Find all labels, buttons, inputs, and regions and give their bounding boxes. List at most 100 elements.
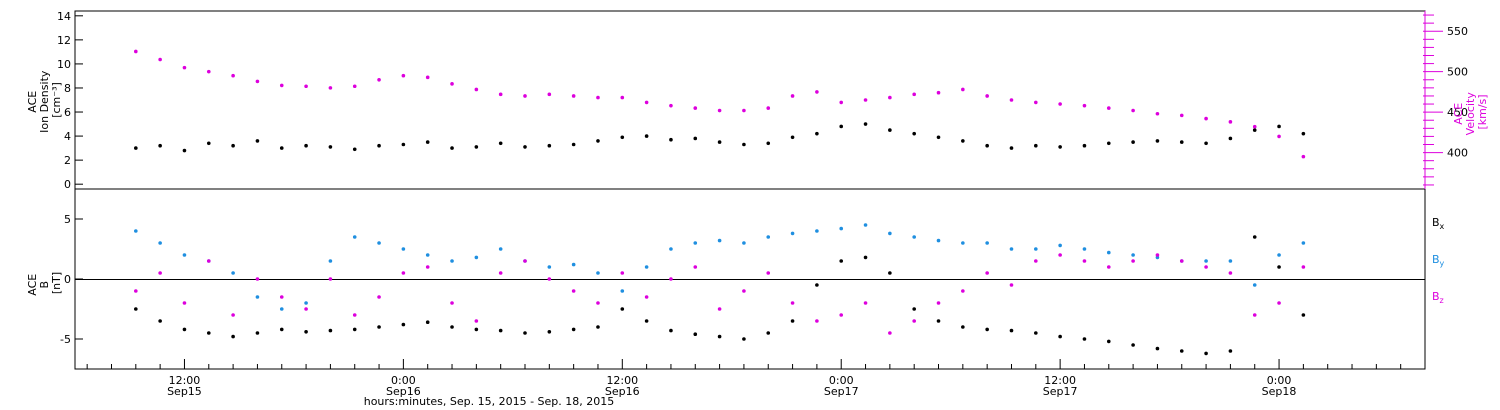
bx-point	[596, 325, 600, 329]
legend-bx-base: B	[1432, 216, 1440, 229]
density-tick-label: 6	[64, 106, 71, 119]
bz-point	[1179, 259, 1184, 263]
velocity-point	[1301, 154, 1306, 159]
density-tick-label: 8	[64, 82, 71, 95]
bx-point	[912, 307, 916, 311]
by-point	[571, 262, 576, 267]
bz-point	[1131, 259, 1135, 263]
density-point	[1204, 141, 1208, 146]
bz-point	[985, 271, 989, 275]
bx-point	[1179, 349, 1184, 353]
bz-point	[255, 277, 260, 281]
field-title-line-2: B	[38, 281, 51, 289]
velocity-point	[158, 57, 162, 62]
bz-point	[888, 331, 892, 335]
by-point	[158, 241, 162, 245]
density-point	[766, 141, 771, 146]
velocity-axis-ticks: 400 450 500 550	[1423, 11, 1468, 189]
by-point	[644, 265, 649, 269]
bx-point	[863, 255, 868, 260]
velocity-point	[1277, 134, 1281, 139]
by-point	[912, 235, 916, 239]
date-tick-label: Sep17	[824, 385, 859, 398]
by-point	[936, 238, 941, 243]
by-point	[717, 238, 722, 243]
bz-point	[1082, 259, 1087, 263]
bx-point	[158, 319, 162, 323]
velocity-point	[328, 86, 333, 90]
velocity-point	[1155, 111, 1160, 116]
bx-point	[1277, 265, 1281, 269]
density-point	[571, 142, 576, 147]
density-point	[450, 146, 454, 150]
bz-point	[961, 289, 965, 293]
velocity-point	[206, 69, 211, 74]
bz-point	[1301, 265, 1306, 269]
velocity-point	[936, 90, 941, 95]
density-point	[839, 124, 844, 129]
velocity-point	[839, 100, 844, 105]
density-point	[1131, 140, 1135, 144]
density-point	[1155, 139, 1160, 143]
density-point	[742, 142, 746, 147]
bz-point	[134, 289, 138, 293]
by-point	[693, 241, 698, 245]
bz-point	[182, 301, 187, 305]
velocity-point	[912, 92, 916, 97]
velocity-point	[1204, 116, 1208, 121]
density-point	[134, 146, 138, 150]
velocity-point	[790, 94, 795, 98]
bz-point	[1228, 271, 1233, 275]
field-tick-label: -5	[60, 333, 71, 346]
density-point	[1058, 145, 1062, 149]
velocity-tick-label: 550	[1447, 25, 1468, 38]
density-point	[1277, 124, 1281, 129]
velocity-point	[985, 94, 989, 98]
density-tick-label: 4	[64, 130, 71, 143]
by-point	[352, 235, 357, 239]
density-point	[231, 143, 235, 148]
velocity-point	[377, 77, 381, 82]
bz-point	[669, 277, 673, 281]
velocity-tick-label: 500	[1447, 66, 1468, 79]
bx-point	[279, 327, 284, 332]
legend-by-sub: y	[1440, 259, 1445, 268]
bz-point	[912, 319, 916, 323]
field-title-line-1: ACE	[26, 274, 39, 296]
velocity-point	[961, 87, 965, 92]
bz-point	[401, 271, 406, 275]
bx-point	[304, 330, 308, 334]
by-point	[669, 247, 673, 251]
density-point	[352, 147, 357, 152]
density-title-line-2: Ion Density	[38, 70, 51, 133]
bottom-panel-data	[134, 223, 1306, 356]
bx-point	[352, 327, 357, 332]
density-axis-ticks: 0 2 4 6 8 10 12 14	[57, 10, 83, 191]
density-point	[1179, 140, 1184, 144]
velocity-point	[547, 92, 552, 97]
legend-bx: Bx	[1432, 216, 1445, 231]
density-point	[863, 122, 868, 126]
velocity-point	[888, 95, 892, 100]
bz-point	[377, 295, 381, 299]
velocity-tick-label: 400	[1447, 147, 1468, 160]
density-point	[474, 145, 479, 149]
by-point	[766, 235, 771, 239]
bx-point	[1082, 337, 1087, 341]
density-point	[1034, 143, 1038, 148]
bx-point	[1034, 331, 1038, 335]
bz-point	[304, 307, 308, 311]
bz-point	[839, 313, 844, 317]
bx-point	[206, 331, 211, 335]
density-point	[693, 136, 698, 141]
date-tick-label: Sep15	[167, 385, 202, 398]
date-tick-label: Sep16	[605, 385, 640, 398]
bz-point	[498, 271, 503, 275]
bx-point	[1204, 351, 1208, 356]
bx-point	[669, 328, 673, 333]
bz-point	[158, 271, 162, 275]
velocity-axis-title: ACE Velocity [km/s]	[1452, 89, 1489, 136]
bx-point	[401, 322, 406, 327]
velocity-point	[644, 100, 649, 105]
density-point	[620, 135, 625, 140]
